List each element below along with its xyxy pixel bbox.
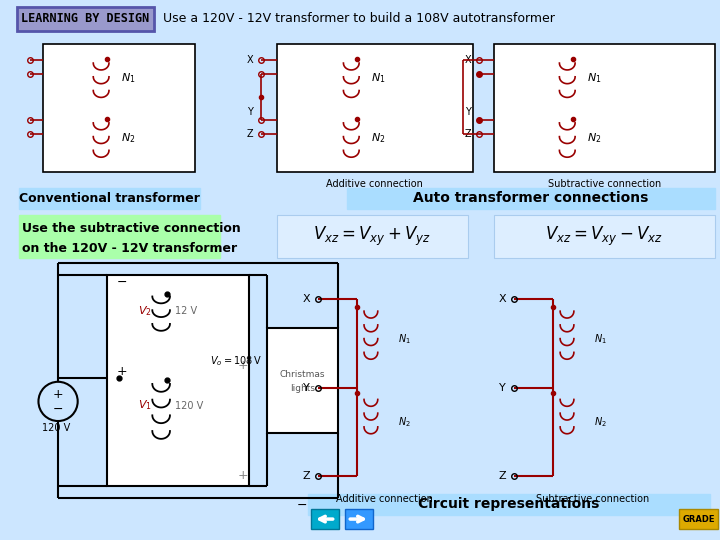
Text: +: + — [238, 469, 248, 482]
Text: $V_o=108\,\mathrm{V}$: $V_o=108\,\mathrm{V}$ — [210, 354, 262, 368]
Text: Z: Z — [246, 129, 253, 139]
Text: GRADE: GRADE — [682, 515, 715, 524]
Text: $N_1$: $N_1$ — [595, 332, 608, 346]
Bar — [347, 187, 715, 209]
Bar — [19, 215, 220, 258]
Text: Subtractive connection: Subtractive connection — [548, 179, 662, 188]
Text: $V_1$: $V_1$ — [138, 399, 151, 413]
Text: 120 V: 120 V — [42, 423, 71, 433]
Text: X: X — [498, 294, 506, 305]
Text: −: − — [117, 276, 127, 289]
Text: $V_2$: $V_2$ — [138, 304, 151, 318]
Text: Z: Z — [464, 129, 471, 139]
Bar — [276, 215, 468, 258]
Text: Christmas: Christmas — [279, 370, 325, 379]
Bar — [679, 509, 718, 529]
Bar — [311, 509, 338, 529]
Bar — [276, 44, 473, 172]
Bar — [495, 44, 715, 172]
Text: −: − — [297, 499, 307, 512]
Text: $V_{xz}=V_{xy}+V_{yz}$: $V_{xz}=V_{xy}+V_{yz}$ — [313, 225, 431, 248]
Text: $N_1$: $N_1$ — [398, 332, 411, 346]
Text: $N_2$: $N_2$ — [371, 131, 385, 145]
Text: $N_2$: $N_2$ — [398, 415, 411, 429]
Bar — [267, 328, 338, 433]
Text: $N_1$: $N_1$ — [371, 71, 385, 85]
Text: 12 V: 12 V — [175, 306, 197, 316]
Text: −: − — [53, 403, 63, 416]
Bar — [19, 187, 200, 209]
Text: Auto transformer connections: Auto transformer connections — [413, 191, 649, 205]
Bar — [107, 275, 249, 486]
Bar — [43, 44, 195, 172]
Text: X: X — [302, 294, 310, 305]
Text: Subtractive connection: Subtractive connection — [536, 495, 649, 504]
Text: $N_1$: $N_1$ — [121, 71, 135, 85]
Text: lights: lights — [289, 383, 315, 393]
Text: Conventional transformer: Conventional transformer — [19, 192, 199, 205]
Text: $N_2$: $N_2$ — [587, 131, 601, 145]
Bar — [14, 5, 720, 33]
Text: Circuit representations: Circuit representations — [418, 497, 600, 511]
Text: Y: Y — [248, 107, 253, 117]
Text: Y: Y — [465, 107, 471, 117]
Text: $N_2$: $N_2$ — [595, 415, 607, 429]
Bar — [495, 215, 715, 258]
Text: Z: Z — [302, 471, 310, 481]
Text: Additive connection: Additive connection — [326, 179, 423, 188]
Text: +: + — [117, 366, 127, 379]
Text: $N_1$: $N_1$ — [587, 71, 601, 85]
Text: LEARNING BY DESIGN: LEARNING BY DESIGN — [22, 12, 150, 25]
Text: +: + — [238, 359, 248, 372]
Text: Use a 120V - 12V transformer to build a 108V autotransformer: Use a 120V - 12V transformer to build a … — [163, 12, 555, 25]
Text: Use the subtractive connection: Use the subtractive connection — [22, 222, 240, 235]
Text: $V_{xz}=V_{xy}-V_{xz}$: $V_{xz}=V_{xy}-V_{xz}$ — [545, 225, 663, 248]
Text: X: X — [464, 55, 471, 65]
Text: X: X — [246, 55, 253, 65]
Text: 120 V: 120 V — [175, 401, 203, 410]
Text: Y: Y — [303, 383, 310, 393]
Text: on the 120V - 12V transformer: on the 120V - 12V transformer — [22, 242, 237, 255]
Text: Z: Z — [498, 471, 506, 481]
Bar — [17, 7, 154, 31]
Bar — [308, 494, 710, 515]
Text: +: + — [53, 388, 63, 401]
Text: Y: Y — [500, 383, 506, 393]
Text: Additive connection: Additive connection — [336, 495, 433, 504]
Bar — [346, 509, 373, 529]
Text: $N_2$: $N_2$ — [121, 131, 135, 145]
